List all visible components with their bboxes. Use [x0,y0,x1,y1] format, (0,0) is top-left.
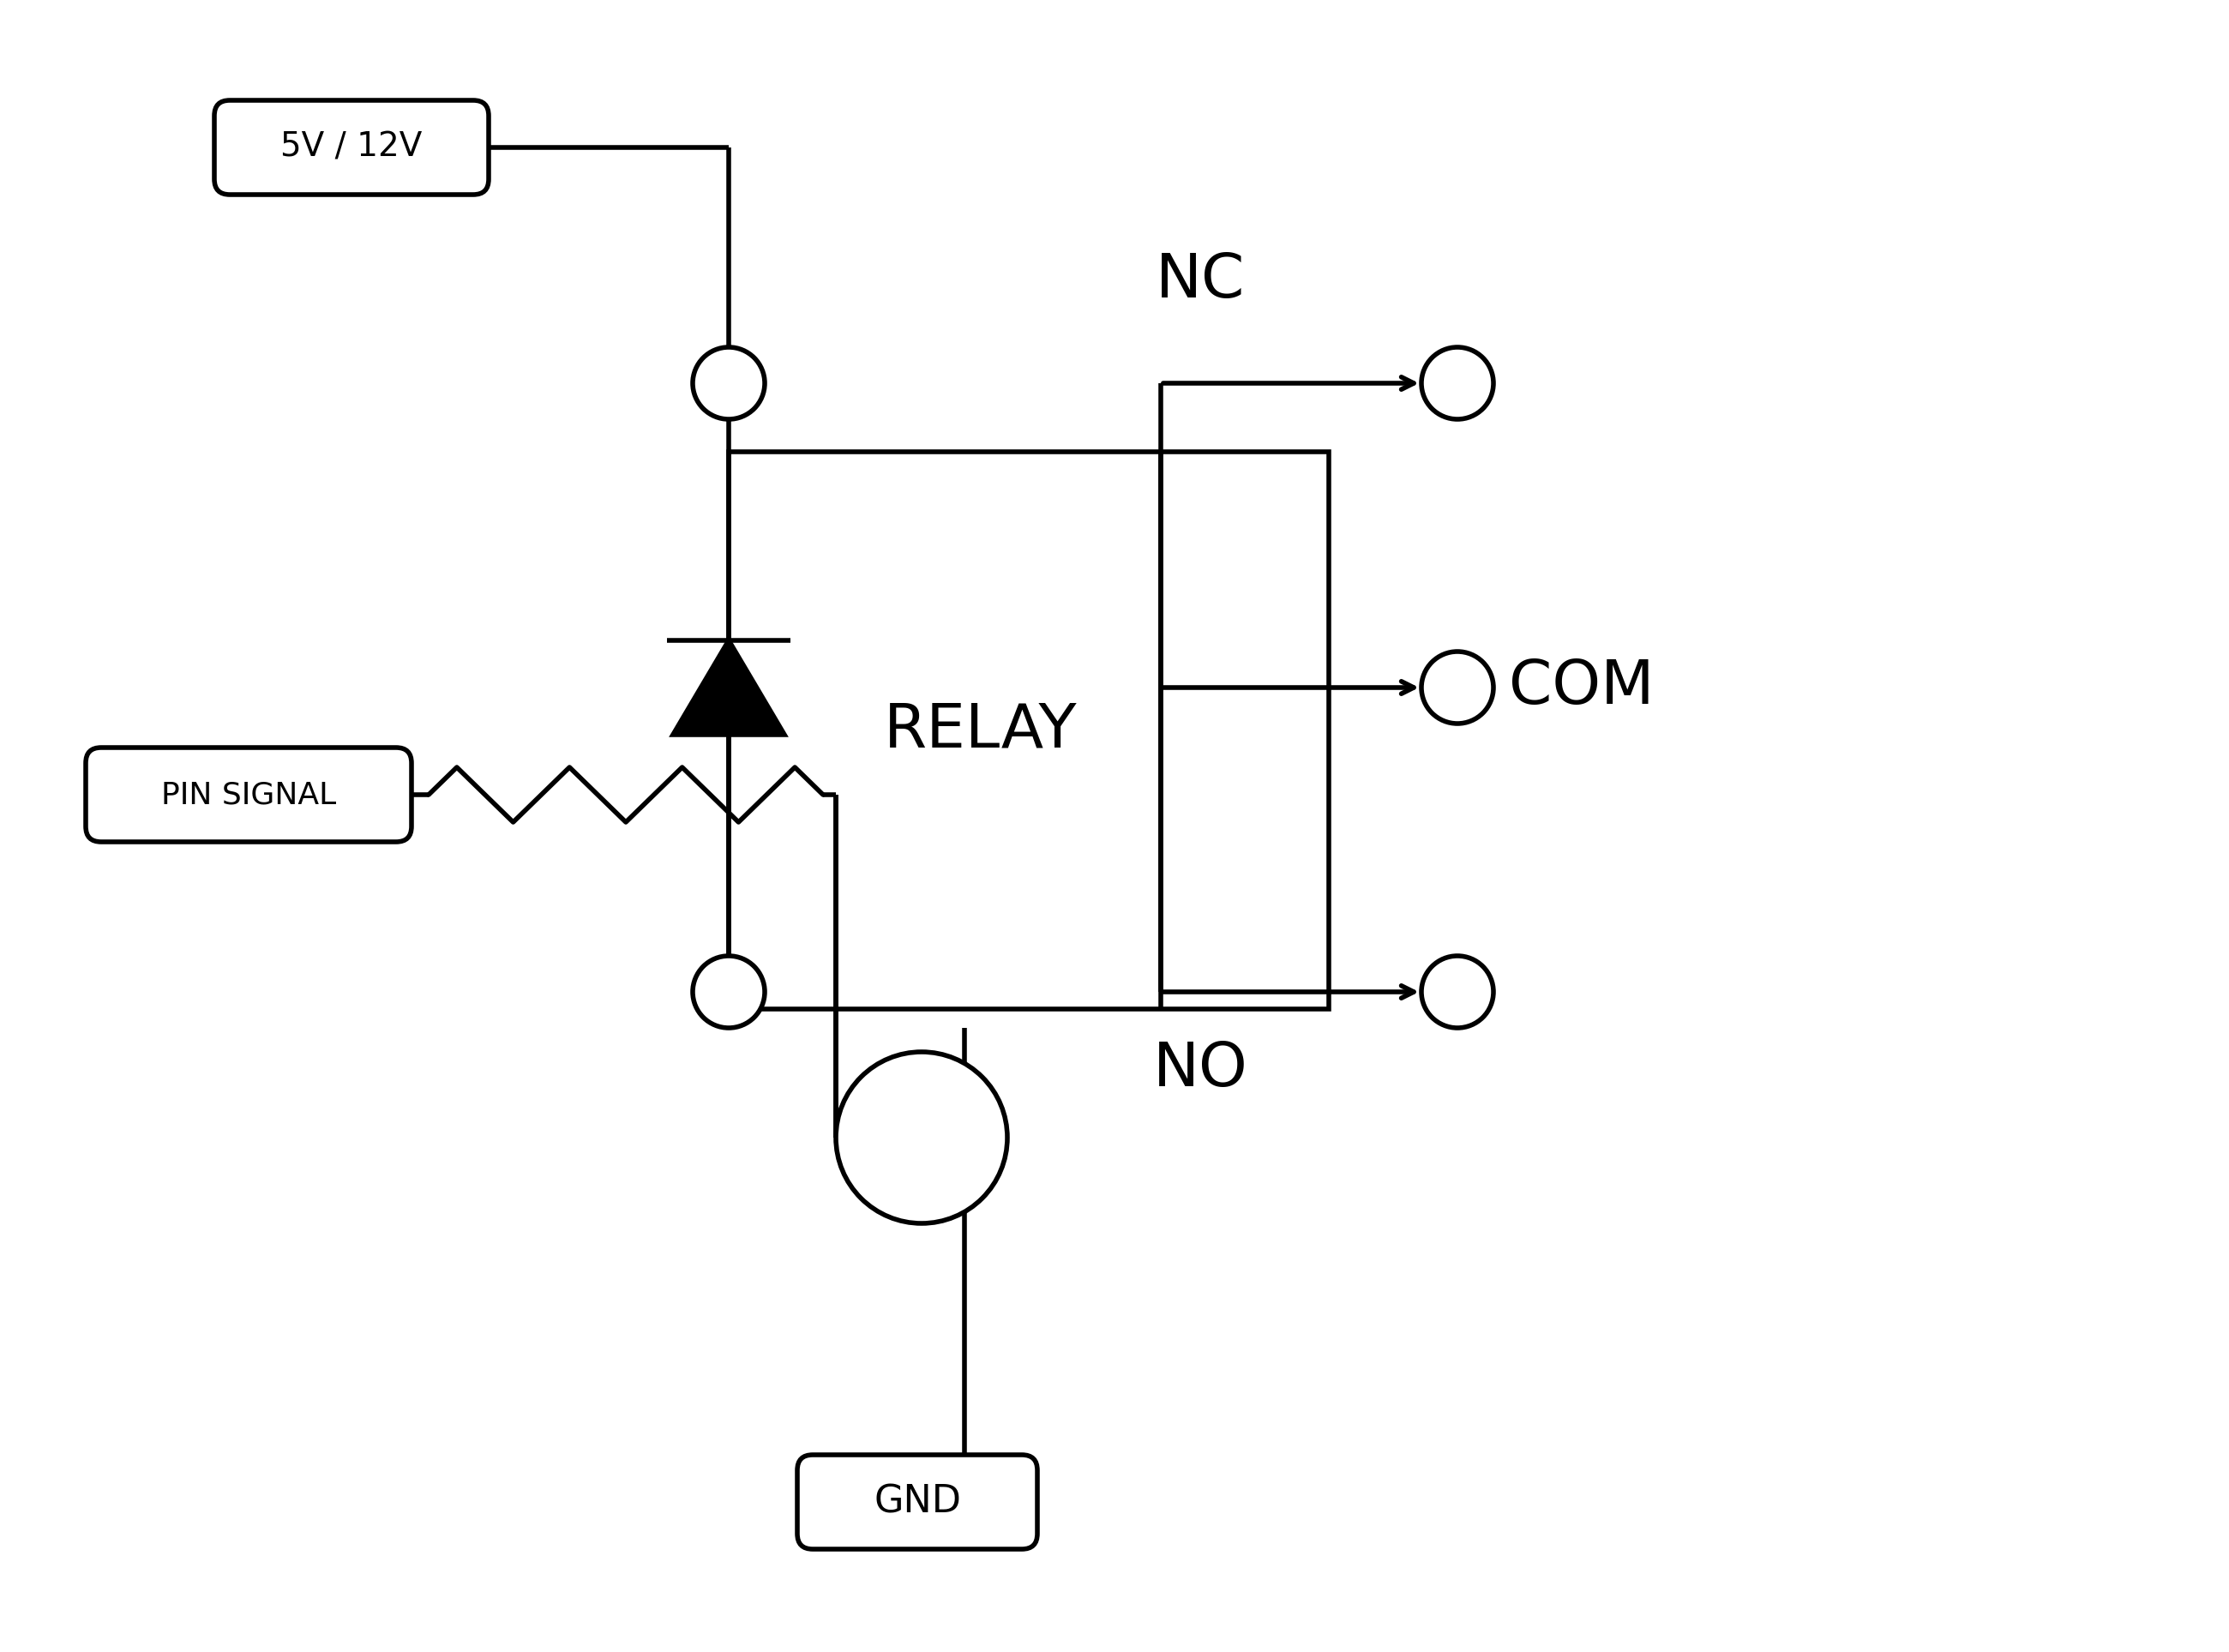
Circle shape [693,957,765,1028]
Text: PIN SIGNAL: PIN SIGNAL [160,780,337,809]
Circle shape [693,347,765,420]
FancyBboxPatch shape [214,101,488,195]
Circle shape [1422,347,1493,420]
Text: COM: COM [1509,657,1654,717]
FancyBboxPatch shape [85,748,412,843]
Bar [729,451,1328,1009]
Text: NC: NC [1155,251,1246,311]
Text: NO: NO [1152,1039,1248,1099]
Text: GND: GND [874,1483,961,1520]
Polygon shape [673,641,785,735]
Circle shape [1422,957,1493,1028]
Text: 5V / 12V: 5V / 12V [281,131,421,164]
FancyBboxPatch shape [798,1455,1036,1550]
Text: RELAY: RELAY [885,700,1077,760]
Circle shape [836,1052,1008,1224]
Circle shape [1422,651,1493,724]
